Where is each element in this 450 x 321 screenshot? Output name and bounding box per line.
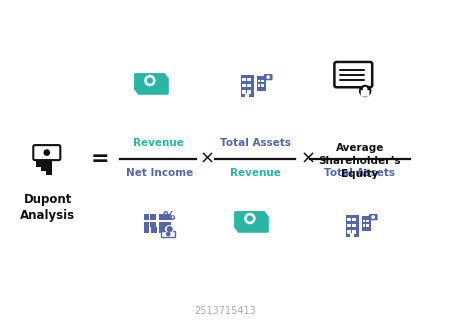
Bar xyxy=(366,220,369,222)
FancyBboxPatch shape xyxy=(234,211,266,229)
Bar xyxy=(248,90,251,93)
Bar xyxy=(363,220,365,222)
Circle shape xyxy=(247,215,253,222)
FancyBboxPatch shape xyxy=(237,215,269,233)
Text: 2513715413: 2513715413 xyxy=(194,306,256,316)
Bar xyxy=(363,224,365,227)
Bar xyxy=(159,227,165,232)
FancyBboxPatch shape xyxy=(361,90,369,97)
FancyBboxPatch shape xyxy=(334,62,372,87)
Bar xyxy=(256,76,266,91)
Bar xyxy=(346,215,359,237)
Bar xyxy=(347,218,351,221)
Bar xyxy=(159,221,165,227)
Bar xyxy=(166,221,171,227)
Bar xyxy=(144,214,149,220)
Bar xyxy=(46,161,52,175)
FancyBboxPatch shape xyxy=(264,74,273,80)
Text: Dupont
Analysis: Dupont Analysis xyxy=(20,193,76,222)
Bar xyxy=(159,214,165,220)
Bar xyxy=(257,80,261,82)
Circle shape xyxy=(244,213,256,224)
Text: Revenue: Revenue xyxy=(133,138,184,148)
Bar xyxy=(366,224,369,227)
Text: Total Assets: Total Assets xyxy=(220,138,291,148)
Bar xyxy=(36,161,42,168)
Bar xyxy=(261,80,264,82)
Circle shape xyxy=(359,85,371,97)
Bar xyxy=(144,221,149,227)
Bar xyxy=(352,230,356,234)
Circle shape xyxy=(44,149,50,156)
Text: Average
Shareholder’s
Equity: Average Shareholder’s Equity xyxy=(319,143,401,178)
FancyBboxPatch shape xyxy=(134,73,166,91)
Bar xyxy=(261,84,264,87)
Bar xyxy=(248,78,251,81)
Text: ×: × xyxy=(199,150,215,168)
Text: =: = xyxy=(91,149,109,169)
Bar xyxy=(245,93,249,97)
Bar xyxy=(242,90,246,93)
Bar xyxy=(166,214,171,220)
Circle shape xyxy=(166,225,173,233)
Bar xyxy=(151,227,157,232)
Bar xyxy=(352,218,356,221)
FancyBboxPatch shape xyxy=(369,214,378,220)
Bar xyxy=(248,84,251,87)
Bar xyxy=(161,231,176,237)
Bar xyxy=(347,224,351,227)
FancyBboxPatch shape xyxy=(236,213,267,231)
Bar xyxy=(241,75,254,97)
Bar xyxy=(150,221,156,227)
Bar xyxy=(242,84,246,87)
Bar xyxy=(242,78,246,81)
Circle shape xyxy=(147,77,153,84)
Bar xyxy=(41,161,47,171)
Bar xyxy=(257,84,261,87)
Text: %: % xyxy=(162,210,175,223)
FancyBboxPatch shape xyxy=(135,75,167,93)
Bar xyxy=(347,230,351,234)
Circle shape xyxy=(144,75,156,86)
Bar xyxy=(150,214,156,220)
Circle shape xyxy=(166,232,171,236)
Circle shape xyxy=(371,215,375,219)
Bar xyxy=(352,224,356,227)
Bar xyxy=(144,227,149,232)
Text: ×: × xyxy=(301,150,315,168)
FancyBboxPatch shape xyxy=(137,77,169,95)
Circle shape xyxy=(363,87,368,91)
Text: Total Assets: Total Assets xyxy=(324,168,396,178)
Text: Revenue: Revenue xyxy=(230,168,280,178)
Bar xyxy=(362,216,371,231)
FancyBboxPatch shape xyxy=(33,145,60,160)
Circle shape xyxy=(266,75,270,79)
Bar xyxy=(350,233,354,237)
Text: Net Income: Net Income xyxy=(126,168,194,178)
